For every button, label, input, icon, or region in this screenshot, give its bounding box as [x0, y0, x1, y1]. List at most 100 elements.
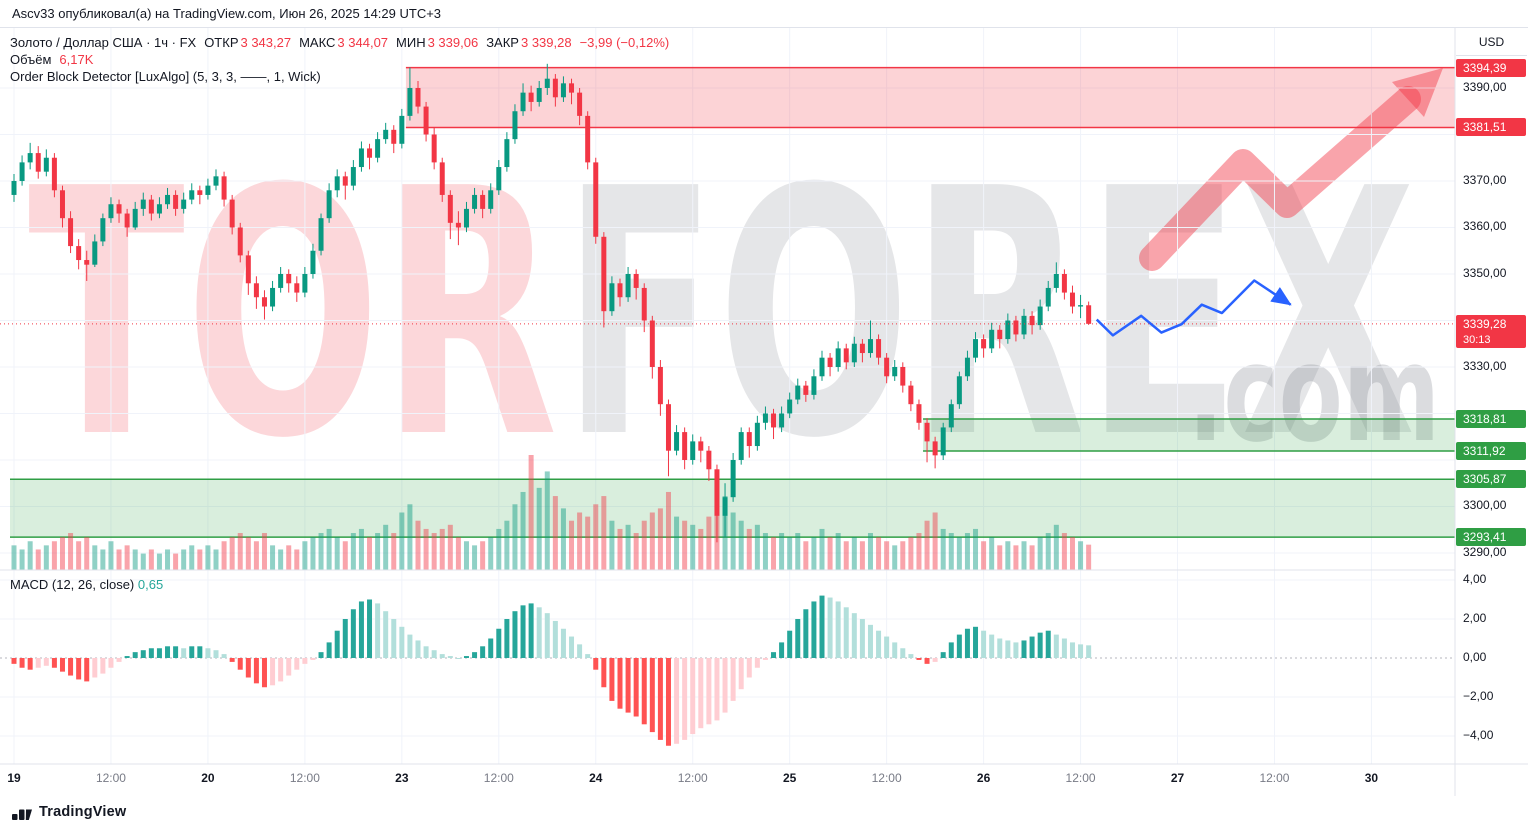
macd-histogram-bar	[544, 613, 550, 658]
volume-bar	[560, 508, 566, 570]
macd-histogram-bar	[625, 658, 631, 713]
volume-bar	[132, 549, 138, 570]
macd-histogram-bar	[383, 611, 389, 658]
volume-bar	[754, 524, 760, 570]
price-scale-currency[interactable]: USD	[1456, 28, 1527, 56]
macd-histogram-bar	[286, 658, 292, 676]
volume-bar	[876, 537, 882, 570]
candle-body	[859, 343, 865, 354]
candle-body	[399, 115, 405, 144]
candle-body	[423, 106, 429, 135]
macd-histogram-bar	[488, 638, 494, 658]
macd-histogram-bar	[722, 658, 728, 713]
volume-bar	[68, 533, 74, 570]
candle-body	[310, 250, 316, 274]
volume-bar	[665, 491, 671, 570]
volume-bar	[956, 537, 962, 570]
volume-bar	[997, 545, 1003, 570]
candle-body	[245, 255, 251, 284]
tradingview-brand-link[interactable]: TradingView	[39, 804, 127, 820]
candle-body	[1078, 305, 1084, 307]
volume-bar	[116, 549, 122, 570]
candle-body	[1086, 305, 1092, 324]
watermark-com: .com	[1188, 315, 1440, 472]
symbol-title[interactable]: Золото / Доллар США · 1ч · FX	[10, 35, 197, 50]
price-tick-label: 3370,00	[1463, 172, 1507, 187]
volume-bar	[124, 545, 130, 570]
volume-label[interactable]: Объём	[10, 52, 52, 67]
candle-body	[253, 283, 259, 298]
macd-histogram-bar	[512, 611, 518, 658]
macd-histogram-bar	[964, 628, 970, 658]
candle-body	[657, 366, 663, 405]
macd-histogram-bar	[843, 607, 849, 658]
macd-histogram-bar	[762, 658, 768, 660]
volume-bar	[302, 541, 308, 570]
volume-bar	[641, 520, 647, 570]
time-axis-label: 12:00	[95, 771, 126, 785]
macd-histogram-bar	[1061, 638, 1067, 658]
candle-body	[819, 357, 825, 377]
watermark: TOR FOREX .com	[28, 68, 1443, 513]
candle-body	[690, 441, 696, 460]
macd-title[interactable]: MACD (12, 26, close)	[10, 577, 135, 592]
candle-body	[964, 357, 970, 377]
volume-bar	[819, 528, 825, 570]
candle-body	[528, 92, 534, 102]
price-tick-label: 3290,00	[1463, 544, 1507, 559]
candle-body	[924, 422, 930, 442]
time-axis[interactable]: 19 12:00 20 12:00 23 12:00 24 12:00 25 12:00 26 12:…	[0, 764, 1455, 796]
candle-body	[447, 194, 453, 223]
volume-bar	[1029, 545, 1035, 570]
volume-bar	[447, 524, 453, 570]
volume-bar	[415, 520, 421, 570]
candle-body	[593, 162, 599, 237]
time-axis-label: 20	[201, 771, 215, 785]
macd-histogram-bar	[189, 646, 195, 658]
candle-body	[488, 190, 494, 209]
candle-body	[11, 180, 17, 195]
macd-histogram-bar	[278, 658, 284, 682]
candle-body	[665, 404, 671, 451]
price-badge: 3311,92	[1456, 442, 1526, 461]
volume-bar	[730, 512, 736, 570]
candle-body	[512, 111, 518, 140]
volume-bar	[35, 549, 41, 570]
macd-histogram-bar	[181, 648, 187, 658]
price-axis[interactable]: USD 3390,00 3370,00 3360,00 3350,00 3330,00 3…	[1455, 0, 1528, 796]
volume-bar	[496, 528, 502, 570]
candle-body	[383, 129, 389, 140]
candle-body	[318, 218, 324, 251]
volume-bar	[544, 471, 550, 570]
macd-histogram-bar	[682, 658, 688, 740]
volume-bar	[84, 537, 90, 570]
macd-tick-label: 4,00	[1463, 572, 1487, 586]
time-axis-label: 12:00	[677, 771, 708, 785]
volume-bar	[649, 512, 655, 570]
candle-body	[237, 227, 243, 256]
macd-histogram-bar	[84, 658, 90, 682]
macd-histogram-bar	[641, 658, 647, 725]
indicator-row: Order Block Detector [LuxAlgo] (5, 3, 3,…	[10, 68, 669, 85]
volume-bar	[520, 491, 526, 570]
volume-bar	[827, 537, 833, 570]
time-axis-label: 12:00	[289, 771, 320, 785]
volume-bar	[189, 545, 195, 570]
macd-histogram-bar	[948, 642, 954, 658]
candle-body	[472, 194, 478, 209]
macd-histogram-bar	[261, 658, 267, 688]
volume-bar	[165, 549, 171, 570]
volume-bar	[423, 528, 429, 570]
candle-body	[698, 441, 704, 451]
candle-body	[544, 78, 550, 88]
macd-histogram-bar	[803, 609, 809, 658]
macd-histogram-bar	[569, 636, 575, 658]
candle-body	[59, 190, 65, 219]
candle-body	[649, 320, 655, 367]
candle-body	[851, 343, 857, 363]
macd-histogram-bar	[237, 658, 243, 670]
indicator-title[interactable]: Order Block Detector [LuxAlgo] (5, 3, 3,…	[10, 69, 321, 84]
volume-bar	[746, 528, 752, 570]
